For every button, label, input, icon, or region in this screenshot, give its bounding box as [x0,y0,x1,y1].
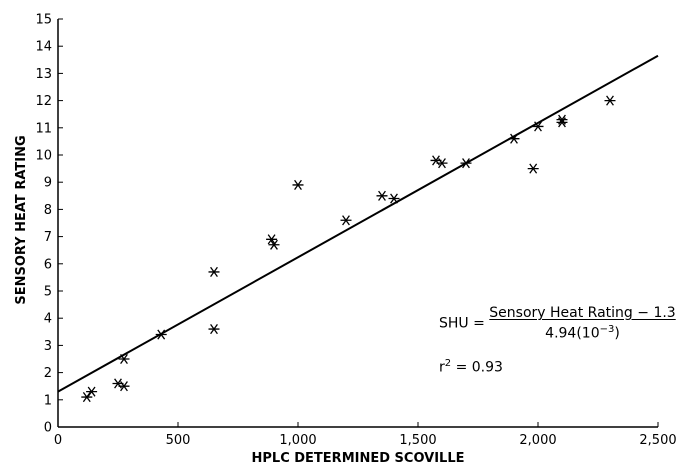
r2-exponent: 2 [444,358,452,369]
formula-denominator-exponent: −3 [599,324,615,335]
y-tick-label: 11 [35,121,52,136]
formula-denominator-base: 4.94(10 [545,325,600,342]
y-tick-label: 4 [44,312,52,327]
r2-symbol: r [439,359,445,376]
formula-fraction: Sensory Heat Rating − 1.3 4.94(10−3) [489,305,675,342]
x-tick-label: 2,000 [519,433,556,448]
regression-line [57,54,659,393]
data-points [81,95,616,403]
y-tick-label: 3 [44,339,52,354]
x-tick-label: 1,000 [279,433,316,448]
formula-lhs: SHU = [439,315,490,332]
shu-formula: SHU = Sensory Heat Rating − 1.3 4.94(10−3… [439,305,676,342]
r-squared-label: r2 = 0.93 [439,358,503,376]
y-axis-title: SENSORY HEAT RATING [14,135,29,304]
y-tick-label: 9 [44,176,52,191]
y-tick-label: 13 [35,67,52,82]
data-point-asterisk [460,158,472,169]
y-tick-label: 2 [44,366,52,381]
formula-denominator-close: ) [614,325,620,342]
data-point-asterisk [292,179,304,190]
y-tick-label: 12 [35,94,52,109]
data-point-asterisk [388,193,400,204]
data-point-asterisk [376,190,388,201]
data-point-asterisk [532,121,544,132]
data-point-asterisk [155,329,167,340]
data-point-asterisk [508,133,520,144]
y-tick-label: 7 [44,230,52,245]
data-point-asterisk [118,381,130,392]
data-point-asterisk [556,117,568,128]
x-axis-title: HPLC DETERMINED SCOVILLE [252,451,465,466]
data-point-asterisk [81,392,93,403]
y-tick-label: 6 [44,257,52,272]
y-tick-label: 0 [44,421,52,436]
formula-denominator: 4.94(10−3) [489,322,675,342]
data-point-asterisk [604,95,616,106]
data-point-asterisk [86,386,98,397]
data-point-asterisk [266,234,278,245]
y-tick-label: 15 [35,13,52,28]
data-point-asterisk [527,163,539,174]
data-point-asterisk [208,266,220,278]
regression-line-path [57,54,659,393]
x-tick-label: 500 [166,433,191,448]
x-tick-label: 1,500 [399,433,436,448]
x-tick-label: 0 [54,433,62,448]
y-tick-label: 8 [44,203,52,218]
y-tick-label: 5 [44,285,52,300]
data-point-asterisk [436,158,448,169]
data-point-asterisk [208,324,220,335]
data-point-asterisk [118,353,130,365]
data-point-asterisk [268,239,280,250]
formula-numerator: Sensory Heat Rating − 1.3 [489,305,676,321]
y-tick-label: 14 [35,40,52,55]
x-tick-label: 2,500 [639,433,676,448]
y-tick-label: 10 [35,149,52,164]
data-point-asterisk [340,215,352,226]
y-tick-label: 1 [44,393,52,408]
r2-value: = 0.93 [451,359,503,376]
x-axis: 0 500 1,000 1,500 2,000 2,500 [54,422,677,448]
